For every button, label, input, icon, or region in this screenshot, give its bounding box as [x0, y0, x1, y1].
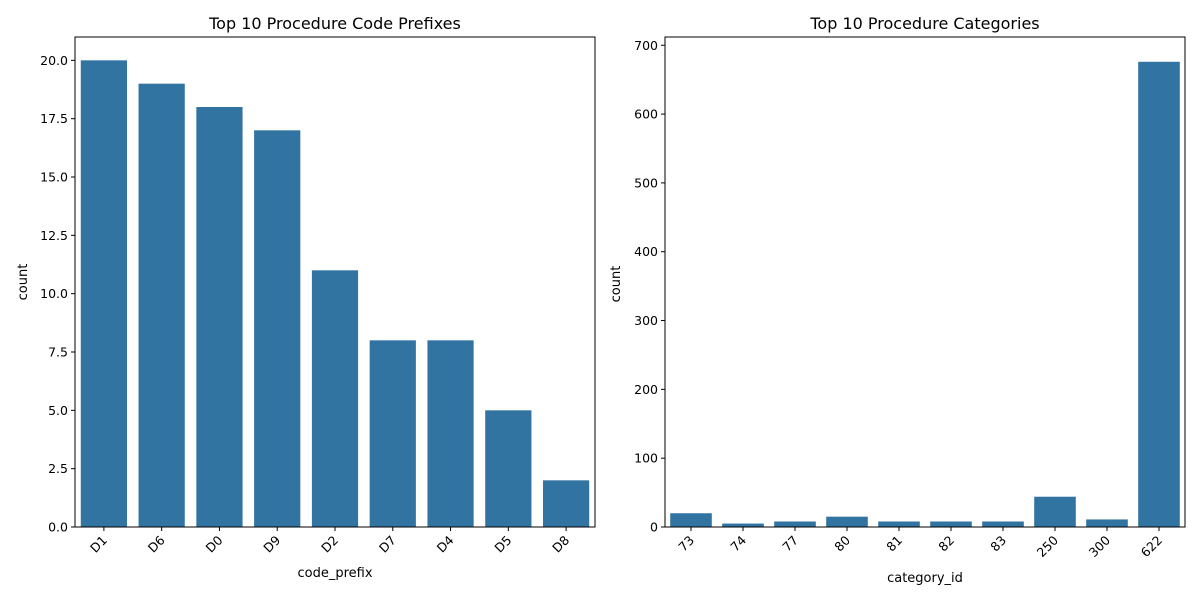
bar-group	[670, 61, 1180, 527]
x-tick-label: 74	[727, 532, 749, 554]
x-tick-label: 77	[779, 533, 801, 555]
x-tick-label: 80	[831, 532, 853, 554]
bar-D1	[80, 60, 127, 527]
plot-frame	[664, 36, 1186, 528]
y-tick-label: 5.0	[48, 403, 68, 418]
x-tick-label: D8	[549, 532, 572, 555]
y-axis-label: count	[609, 266, 624, 303]
x-tick-label: D9	[260, 532, 283, 555]
y-tick-label: 500	[634, 175, 658, 190]
x-axis-ticks: D1 D6 D0 D9 D2 D7 D4 D5 D8	[87, 527, 572, 556]
x-tick-label: D6	[145, 532, 168, 555]
chart-panel-code-prefixes: Top 10 Procedure Code Prefixes D1 D6 D0 D9 D…	[16, 14, 596, 581]
y-tick-label: 15.0	[40, 170, 68, 185]
x-tick-label: 250	[1034, 532, 1062, 560]
bar-74	[722, 523, 764, 527]
bar-82	[930, 521, 972, 527]
bar-81	[878, 521, 920, 527]
x-tick-label: 622	[1138, 533, 1165, 560]
y-tick-label: 0.0	[48, 520, 68, 535]
y-tick-label: 0	[650, 520, 658, 535]
bar-D5	[485, 410, 532, 527]
x-tick-label: D0	[203, 532, 226, 555]
y-tick-label: 7.5	[48, 345, 68, 360]
y-tick-label: 200	[634, 382, 658, 397]
bar-250	[1034, 496, 1076, 527]
bar-D0	[196, 107, 243, 527]
y-axis-ticks: 0.0 2.5 5.0 7.5 10.0 12.5 15.0 17.5 20.0	[40, 53, 75, 535]
y-tick-label: 20.0	[40, 53, 68, 68]
y-tick-label: 700	[634, 38, 658, 53]
bar-80	[826, 516, 868, 527]
y-tick-label: 10.0	[40, 286, 68, 301]
x-tick-label: D2	[318, 533, 341, 556]
x-tick-label: 300	[1086, 532, 1114, 560]
x-tick-label: D1	[87, 533, 110, 556]
y-tick-label: 17.5	[40, 111, 68, 126]
bar-D6	[138, 83, 185, 528]
y-tick-label: 12.5	[40, 228, 68, 243]
bar-77	[774, 521, 816, 527]
bar-83	[982, 521, 1024, 527]
x-tick-label: 83	[987, 533, 1009, 555]
y-axis-ticks: 0 100 200 300 400 500 600 700	[634, 38, 665, 535]
x-tick-label: 81	[883, 533, 905, 555]
y-tick-label: 2.5	[48, 461, 68, 476]
bar-73	[670, 513, 712, 527]
y-tick-label: 400	[634, 244, 658, 259]
chart-title: Top 10 Procedure Categories	[809, 14, 1039, 33]
x-axis-label: code_prefix	[297, 566, 372, 581]
bar-D4	[427, 340, 474, 527]
bar-300	[1086, 519, 1128, 527]
chart-title: Top 10 Procedure Code Prefixes	[208, 14, 461, 33]
y-tick-label: 600	[634, 107, 658, 122]
y-tick-label: 100	[634, 451, 658, 466]
bar-D2	[311, 270, 359, 527]
bar-group	[80, 60, 590, 528]
x-tick-label: 73	[675, 533, 697, 555]
y-axis-label: count	[16, 264, 31, 301]
bar-622	[1138, 61, 1180, 527]
bar-D9	[254, 130, 301, 527]
x-tick-label: D4	[434, 532, 457, 555]
x-tick-label: D7	[376, 533, 399, 556]
chart-panel-categories: Top 10 Procedure Categories 73 74 77 80 81 82…	[609, 14, 1186, 586]
plot-frame	[74, 36, 596, 528]
bar-D7	[369, 340, 416, 527]
x-tick-label: D5	[491, 533, 514, 556]
x-axis-ticks: 73 74 77 80 81 82 83 250 300 622	[675, 527, 1165, 560]
x-axis-label: category_id	[887, 571, 963, 586]
y-tick-label: 300	[634, 313, 658, 328]
bar-D8	[543, 480, 590, 527]
x-tick-label: 82	[935, 533, 957, 555]
